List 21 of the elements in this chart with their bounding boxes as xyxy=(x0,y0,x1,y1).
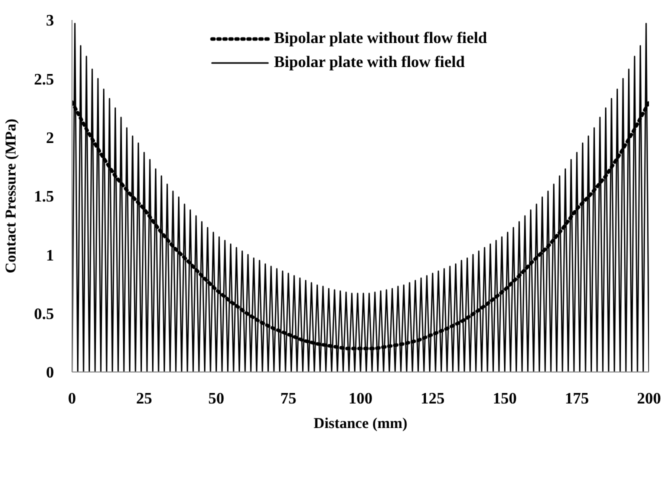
y-tick-label: 2 xyxy=(46,130,54,148)
x-tick-label: 200 xyxy=(637,390,661,408)
legend-label: Bipolar plate with flow field xyxy=(274,54,465,72)
x-tick-label: 100 xyxy=(348,390,372,408)
y-tick-label: 1 xyxy=(46,247,54,264)
x-tick-label: 150 xyxy=(492,390,517,408)
x-tick-label: 125 xyxy=(420,390,445,408)
y-axis-title: Contact Pressure (MPa) xyxy=(3,118,20,274)
y-tick-label: 0.5 xyxy=(34,306,54,324)
y-tick-label: 1.5 xyxy=(34,188,54,206)
x-tick-label: 175 xyxy=(564,390,589,408)
x-tick-label: 50 xyxy=(208,390,224,408)
x-tick-label: 0 xyxy=(68,390,76,408)
x-axis-title: Distance (mm) xyxy=(314,416,408,432)
y-tick-label: 2.5 xyxy=(34,71,54,88)
x-tick-label: 75 xyxy=(280,390,296,408)
x-tick-label: 25 xyxy=(136,390,152,408)
y-tick-label: 3 xyxy=(46,12,54,30)
legend-label: Bipolar plate without flow field xyxy=(274,30,488,48)
line-series xyxy=(72,22,649,372)
y-tick-label: 0 xyxy=(46,364,54,382)
